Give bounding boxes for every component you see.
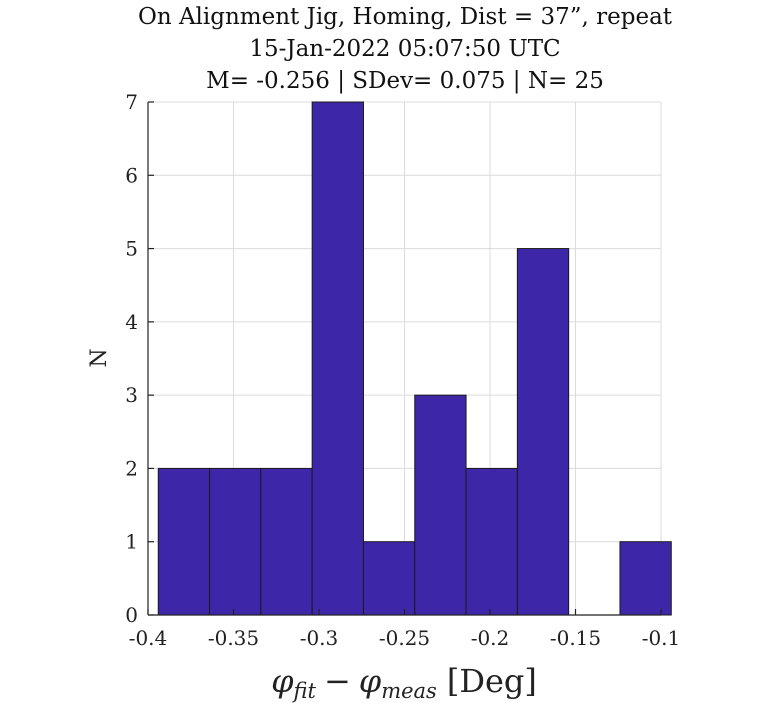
histogram-bar — [311, 101, 364, 616]
y-tick-label: 5 — [125, 237, 138, 261]
y-tick-label: 6 — [125, 163, 138, 187]
y-tick-label: 7 — [125, 90, 138, 114]
chart-title: On Alignment Jig, Homing, Dist = 37”, re… — [138, 4, 673, 94]
y-tick-label: 0 — [125, 603, 138, 627]
x-axis-label: φfit − φmeas [Deg] — [271, 662, 537, 703]
title-line-2: 15-Jan-2022 05:07:50 UTC — [249, 36, 560, 62]
x-label-phi-2: φ — [359, 662, 382, 700]
histogram-bar — [157, 467, 211, 616]
grid-lines — [147, 101, 662, 616]
x-axis-ticks: -0.4 -0.35 -0.3 -0.25 -0.2 -0.15 -0.1 — [129, 609, 681, 650]
histogram-bar — [362, 541, 416, 616]
histogram-bar — [516, 248, 570, 616]
x-label-sub-meas: meas — [381, 679, 437, 703]
histogram-bar — [414, 394, 467, 616]
x-label-unit: [Deg] — [447, 662, 537, 700]
y-tick-label: 1 — [125, 530, 138, 554]
x-tick-label: -0.15 — [550, 626, 601, 650]
y-axis-label: N — [87, 348, 112, 367]
x-label-phi-1: φ — [271, 662, 294, 700]
x-tick-label: -0.4 — [129, 626, 168, 650]
x-tick-label: -0.35 — [208, 626, 259, 650]
histogram-bar — [209, 467, 262, 616]
histogram-bar — [465, 467, 518, 616]
histogram-bar — [619, 541, 672, 616]
y-tick-label: 2 — [125, 456, 138, 480]
title-line-3: M= -0.256 | SDev= 0.075 | N= 25 — [206, 68, 604, 94]
title-line-1: On Alignment Jig, Homing, Dist = 37”, re… — [138, 4, 673, 30]
histogram-bar — [260, 467, 313, 616]
x-tick-label: -0.1 — [642, 626, 681, 650]
y-tick-label: 3 — [125, 383, 138, 407]
x-label-minus: − — [324, 662, 351, 700]
x-tick-label: -0.3 — [300, 626, 339, 650]
y-tick-label: 4 — [125, 310, 138, 334]
x-tick-label: -0.2 — [471, 626, 510, 650]
x-label-sub-fit: fit — [292, 679, 317, 703]
histogram-bars — [157, 101, 672, 616]
x-tick-label: -0.25 — [379, 626, 430, 650]
y-axis-ticks: 0 1 2 3 4 5 6 7 — [125, 90, 154, 627]
